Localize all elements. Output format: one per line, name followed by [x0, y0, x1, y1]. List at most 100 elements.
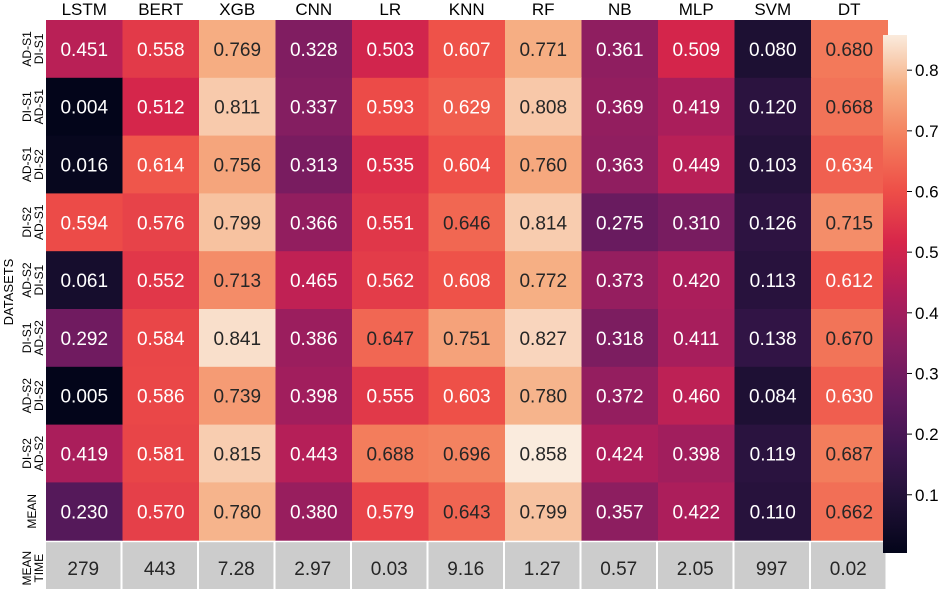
column-label-svm: SVM — [754, 0, 791, 19]
cell-r7-c8 — [658, 424, 735, 483]
cell-value-r7-c2: 0.815 — [213, 445, 261, 466]
cell-r6-c9 — [734, 366, 812, 426]
cell-value-r5-c10: 0.670 — [825, 329, 873, 350]
cell-r2-c2 — [199, 135, 276, 194]
cell-r3-c0 — [46, 193, 123, 252]
colorbar-tick-label-4: 0.5 — [915, 243, 939, 262]
cell-value-r4-c7: 0.373 — [596, 271, 644, 292]
cell-value-r2-c4: 0.535 — [366, 156, 414, 177]
cell-r4-c4 — [352, 251, 429, 310]
colorbar-tick-label-7: 0.8 — [915, 61, 939, 80]
colorbar-gradient — [883, 35, 907, 553]
cell-r8-c8 — [658, 482, 735, 541]
column-label-lr: LR — [379, 0, 401, 19]
column-label-nb: NB — [608, 0, 632, 19]
cell-value-r0-c9: 0.080 — [749, 40, 797, 61]
cell-r5-c4 — [352, 309, 429, 368]
cell-value-r0-c1: 0.558 — [137, 40, 185, 61]
cell-r2-c3 — [275, 135, 353, 194]
row-label-2: AD-S1DI-S2 — [20, 147, 46, 183]
cell-r3-c1 — [122, 193, 200, 252]
cell-value-r3-c8: 0.310 — [672, 213, 720, 234]
column-label-lstm: LSTM — [62, 0, 107, 19]
cell-value-r0-c5: 0.607 — [443, 40, 491, 61]
cell-value-r8-c3: 0.380 — [290, 502, 338, 523]
row-label-8: MEAN — [25, 494, 39, 529]
cell-value-r6-c1: 0.586 — [137, 387, 185, 408]
row-label-5: DI-S1AD-S2 — [20, 320, 46, 356]
cell-r3-c8 — [658, 193, 735, 252]
cell-value-r5-c4: 0.647 — [366, 329, 414, 350]
colorbar-tick-label-1: 0.2 — [915, 425, 939, 444]
cell-r8-c3 — [275, 482, 353, 541]
cell-value-r2-c6: 0.760 — [519, 156, 567, 177]
cell-r6-c7 — [581, 366, 659, 426]
colorbar-tick-label-3: 0.4 — [915, 304, 939, 323]
cell-r5-c5 — [428, 309, 506, 368]
cell-r2-c10 — [811, 135, 888, 194]
cell-value-r4-c10: 0.612 — [825, 271, 873, 292]
cell-value-r1-c6: 0.808 — [519, 98, 567, 119]
cell-value-r4-c2: 0.713 — [213, 271, 261, 292]
cell-value-r6-c4: 0.555 — [366, 387, 414, 408]
cell-r2-c8 — [658, 135, 735, 194]
cell-r6-c1 — [122, 366, 200, 426]
time-value-c10: 0.02 — [830, 559, 867, 580]
cell-value-r4-c3: 0.465 — [290, 271, 338, 292]
cell-value-r1-c7: 0.369 — [596, 98, 644, 119]
cell-value-r3-c2: 0.799 — [213, 213, 261, 234]
cell-value-r0-c8: 0.509 — [672, 40, 720, 61]
time-cell-c9 — [734, 542, 809, 589]
cell-value-r5-c5: 0.751 — [443, 329, 491, 350]
cell-r3-c7 — [581, 193, 659, 252]
cell-value-r7-c3: 0.443 — [290, 445, 338, 466]
cell-r2-c1 — [122, 135, 200, 194]
time-cell-c4 — [352, 542, 427, 589]
cell-r0-c0 — [46, 20, 123, 79]
cell-r0-c6 — [505, 20, 582, 79]
cell-value-r0-c0: 0.451 — [60, 40, 108, 61]
cell-value-r0-c6: 0.771 — [519, 40, 567, 61]
time-value-c5: 9.16 — [447, 559, 484, 580]
colorbar-tick-label-2: 0.3 — [915, 364, 939, 383]
cell-value-r6-c8: 0.460 — [672, 387, 720, 408]
time-cell-c6 — [505, 542, 580, 589]
cell-r8-c6 — [505, 482, 582, 541]
cell-value-r3-c3: 0.366 — [290, 213, 338, 234]
cell-r0-c10 — [811, 20, 888, 79]
row-label-time: MEANTIME — [20, 551, 46, 586]
cell-value-r8-c1: 0.570 — [137, 502, 185, 523]
cell-r3-c2 — [199, 193, 276, 252]
row-label-0: AD-S1DI-S1 — [20, 31, 46, 67]
cell-r3-c3 — [275, 193, 353, 252]
cell-r6-c10 — [811, 366, 888, 426]
time-value-c0: 279 — [67, 559, 99, 580]
column-label-xgb: XGB — [219, 0, 255, 19]
cell-r3-c5 — [428, 193, 506, 252]
row-label-1: DI-S1AD-S1 — [20, 89, 46, 125]
cell-r6-c0 — [46, 366, 123, 426]
cell-r5-c0 — [46, 309, 123, 368]
cell-value-r4-c1: 0.552 — [137, 271, 185, 292]
cell-r8-c4 — [352, 482, 429, 541]
cell-r7-c3 — [275, 424, 353, 483]
cell-r4-c2 — [199, 251, 276, 310]
cell-value-r6-c10: 0.630 — [825, 387, 873, 408]
cell-r6-c2 — [199, 366, 276, 426]
cell-value-r5-c2: 0.841 — [213, 329, 261, 350]
time-value-c6: 1.27 — [524, 559, 561, 580]
cell-r5-c8 — [658, 309, 735, 368]
time-cell-c5 — [428, 542, 503, 589]
cell-value-r7-c5: 0.696 — [443, 445, 491, 466]
cell-r4-c9 — [734, 251, 812, 310]
cell-r6-c3 — [275, 366, 353, 426]
cell-r7-c5 — [428, 424, 506, 483]
cell-value-r7-c1: 0.581 — [137, 445, 185, 466]
cell-value-r7-c4: 0.688 — [366, 445, 414, 466]
cell-r2-c9 — [734, 135, 812, 194]
cell-r8-c1 — [122, 482, 200, 541]
cell-value-r7-c6: 0.858 — [519, 445, 567, 466]
cell-value-r2-c7: 0.363 — [596, 156, 644, 177]
cell-value-r2-c1: 0.614 — [137, 156, 185, 177]
time-value-c2: 7.28 — [218, 559, 255, 580]
